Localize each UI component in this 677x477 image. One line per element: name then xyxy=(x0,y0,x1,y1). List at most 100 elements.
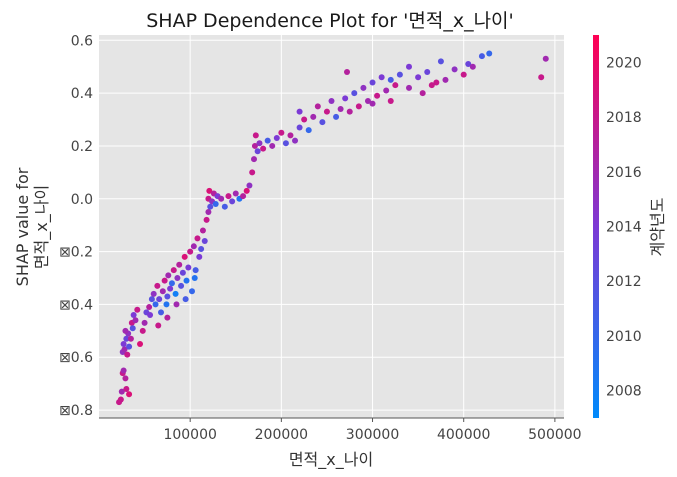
data-point xyxy=(117,396,124,403)
data-point xyxy=(232,190,239,197)
data-point xyxy=(252,132,259,139)
scatter-points xyxy=(116,50,549,406)
data-point xyxy=(124,351,131,358)
x-tick-label: 400000 xyxy=(437,427,490,443)
data-point xyxy=(243,187,250,194)
data-point xyxy=(392,82,399,89)
data-point xyxy=(158,309,164,316)
data-point xyxy=(190,243,197,250)
data-point xyxy=(296,108,303,115)
data-point xyxy=(207,203,214,210)
data-point xyxy=(150,290,157,297)
data-point xyxy=(120,341,127,348)
colorbar-tick-label: 2012 xyxy=(606,274,642,290)
colorbar xyxy=(593,35,599,418)
data-point xyxy=(120,367,127,374)
data-point xyxy=(369,100,376,107)
data-point xyxy=(181,253,188,260)
x-axis-ticks: 100000 200000 300000 400000 500000 xyxy=(163,418,582,443)
x-tick-label: 100000 xyxy=(163,427,216,443)
data-point xyxy=(342,95,349,102)
data-point xyxy=(218,195,225,202)
data-point xyxy=(424,68,431,75)
data-point xyxy=(323,108,330,115)
data-point xyxy=(387,76,394,83)
data-point xyxy=(254,148,261,155)
data-point xyxy=(296,124,303,131)
colorbar-label: 계약년도 xyxy=(648,198,667,257)
data-point xyxy=(355,103,362,110)
data-point xyxy=(163,301,170,308)
data-point xyxy=(123,335,130,342)
data-point xyxy=(383,87,390,94)
data-point xyxy=(415,74,422,81)
data-point xyxy=(167,285,174,292)
data-point xyxy=(126,391,133,398)
colorbar-tick-label: 2014 xyxy=(606,220,642,236)
data-point xyxy=(305,127,312,134)
data-point xyxy=(344,68,350,75)
y-tick-label: ⊠0.6 xyxy=(59,350,93,366)
data-point xyxy=(141,319,148,326)
data-point xyxy=(137,341,144,348)
data-point xyxy=(178,282,185,289)
data-point xyxy=(154,282,161,289)
data-point xyxy=(194,235,201,242)
data-point xyxy=(123,385,130,392)
data-point xyxy=(437,58,444,65)
data-point xyxy=(369,79,376,86)
data-point xyxy=(378,74,385,81)
data-point xyxy=(469,63,476,70)
data-point xyxy=(269,142,276,149)
y-tick-label: ⊠0.8 xyxy=(59,403,93,419)
data-point xyxy=(147,311,154,318)
data-point xyxy=(301,116,308,123)
data-point xyxy=(396,71,403,78)
data-point xyxy=(134,306,141,313)
x-tick-label: 200000 xyxy=(255,427,308,443)
y-tick-label: 0.2 xyxy=(71,139,93,155)
data-point xyxy=(196,253,203,260)
colorbar-tick-label: 2016 xyxy=(606,165,642,181)
data-point xyxy=(406,63,412,70)
x-tick-label: 500000 xyxy=(528,427,581,443)
data-point xyxy=(146,304,153,311)
data-point xyxy=(374,92,381,99)
data-point xyxy=(203,216,210,223)
data-point xyxy=(122,327,129,334)
data-point xyxy=(278,129,285,136)
data-point xyxy=(433,79,440,86)
data-point xyxy=(183,277,190,284)
data-point xyxy=(292,137,299,144)
data-point xyxy=(187,248,194,255)
data-point xyxy=(173,301,180,308)
data-point xyxy=(225,193,232,200)
data-point xyxy=(164,293,171,300)
data-point xyxy=(221,203,228,210)
plot-area xyxy=(99,35,564,419)
data-point xyxy=(538,74,545,81)
data-point xyxy=(152,301,159,308)
data-point xyxy=(251,142,258,149)
data-point xyxy=(206,187,213,194)
plot-background xyxy=(99,35,564,418)
y-tick-label: 0.4 xyxy=(71,86,93,102)
data-point xyxy=(387,98,394,105)
data-point xyxy=(442,76,449,83)
data-point xyxy=(212,201,219,208)
data-point xyxy=(198,245,205,252)
data-point xyxy=(282,140,289,147)
data-point xyxy=(129,325,136,332)
y-axis-ticks: 0.6 0.4 0.2 0.0 ⊠0.2 ⊠0.4 ⊠0.6 ⊠0.8 xyxy=(59,33,93,419)
data-point xyxy=(428,82,435,89)
data-point xyxy=(172,290,179,297)
data-point xyxy=(542,55,549,62)
data-point xyxy=(240,193,247,200)
data-point xyxy=(170,267,177,274)
colorbar-tick-label: 2008 xyxy=(606,384,642,400)
data-point xyxy=(176,261,183,268)
data-point xyxy=(182,296,189,303)
x-axis-label: 면적_x_나이 xyxy=(289,450,373,470)
data-point xyxy=(460,71,467,78)
